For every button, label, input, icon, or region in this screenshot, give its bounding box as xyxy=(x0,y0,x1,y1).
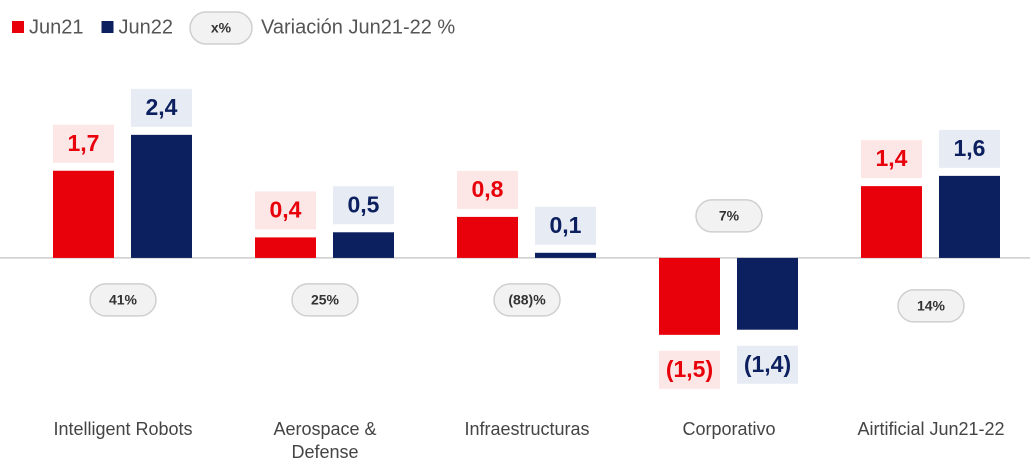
value-label-bg xyxy=(535,206,596,245)
value-label-bg xyxy=(861,140,922,179)
value-label-bg xyxy=(457,170,518,209)
value-label: (1,5) xyxy=(666,356,713,382)
bar xyxy=(659,257,720,335)
value-label-bg xyxy=(131,88,192,127)
value-label: 1,6 xyxy=(954,135,986,161)
bar xyxy=(255,237,316,258)
variation-label: 25% xyxy=(311,292,340,308)
variation-pill xyxy=(493,283,561,317)
variation-label: (88)% xyxy=(508,292,546,308)
value-label-bg xyxy=(939,129,1000,168)
x-tick-label: Airtificial Jun21-22 xyxy=(857,419,1004,439)
value-label-bg xyxy=(659,350,720,389)
bar xyxy=(131,134,192,258)
value-label: 0,5 xyxy=(348,191,380,217)
bar xyxy=(939,175,1000,258)
legend-label: Variación Jun21-22 % xyxy=(261,16,455,38)
variation-label: 14% xyxy=(917,298,946,314)
value-label-bg xyxy=(333,186,394,225)
variation-label: 7% xyxy=(719,208,740,224)
legend-label: Jun22 xyxy=(119,16,174,38)
value-label: 0,1 xyxy=(550,212,582,238)
legend-label: Jun21 xyxy=(29,16,84,38)
value-label: 0,4 xyxy=(270,196,302,222)
variation-label: 41% xyxy=(109,292,138,308)
bar xyxy=(53,170,114,258)
value-label-bg xyxy=(255,191,316,230)
x-tick-label: Aerospace & Defense xyxy=(273,419,376,462)
bar xyxy=(737,257,798,330)
variation-pill xyxy=(291,283,359,317)
legend-swatch xyxy=(12,21,24,33)
legend-swatch xyxy=(101,21,114,33)
value-label: 1,4 xyxy=(876,145,908,171)
variation-pill xyxy=(897,289,965,323)
x-tick-label: Corporativo xyxy=(682,419,775,439)
variation-pill xyxy=(89,283,157,317)
value-label: 2,4 xyxy=(146,94,178,120)
variation-pill xyxy=(695,199,763,233)
value-label-bg xyxy=(737,345,798,384)
variation-pill xyxy=(189,11,253,45)
x-tick-label: Infraestructuras xyxy=(464,419,589,439)
bar xyxy=(535,252,596,258)
variation-label: x% xyxy=(211,20,232,36)
bar xyxy=(457,216,518,258)
value-label: 0,8 xyxy=(472,176,504,202)
value-label-bg xyxy=(53,124,114,163)
bar xyxy=(333,232,394,258)
bar xyxy=(861,186,922,258)
value-label: (1,4) xyxy=(744,351,791,377)
x-tick-label: Intelligent Robots xyxy=(53,419,192,439)
value-label: 1,7 xyxy=(68,130,100,156)
